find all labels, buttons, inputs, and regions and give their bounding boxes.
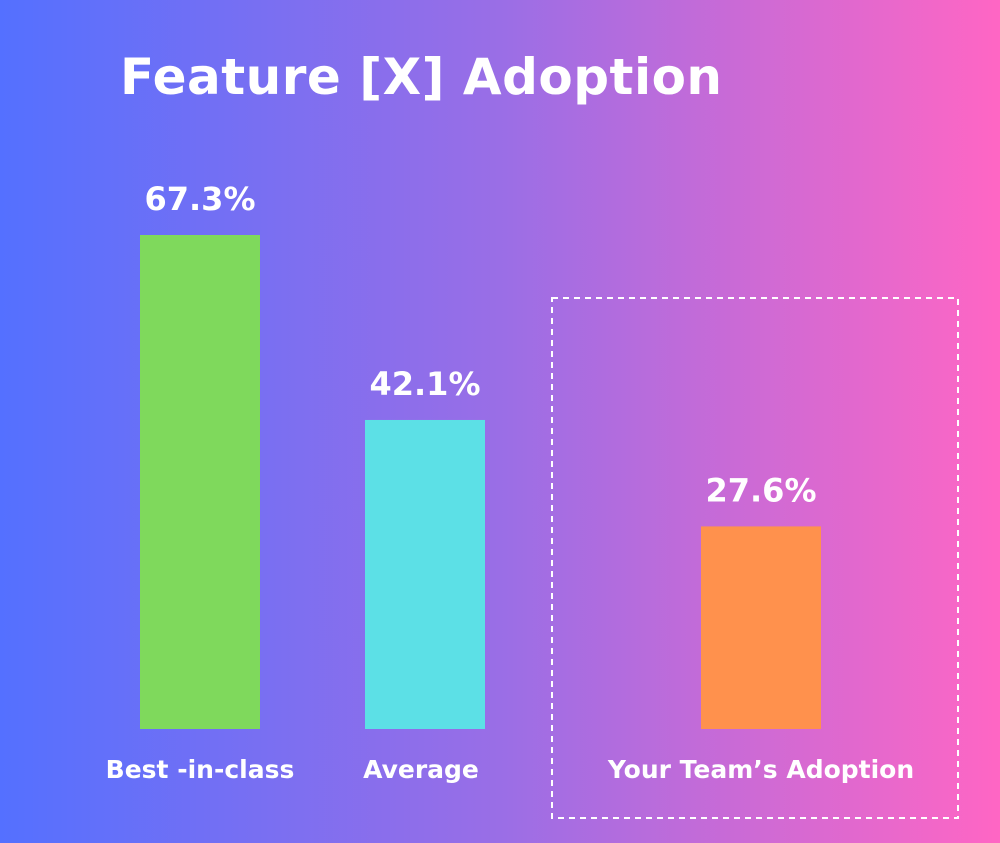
category-label: Your Team’s Adoption [607, 755, 914, 784]
chart-title: Feature [X] Adoption [120, 48, 723, 106]
bar [365, 419, 485, 729]
highlight-box [551, 297, 959, 819]
category-label: Best -in-class [106, 755, 295, 784]
data-label: 42.1% [369, 365, 480, 403]
data-label: 27.6% [705, 471, 816, 509]
data-label: 67.3% [144, 180, 255, 218]
bar [701, 526, 821, 729]
category-label: Average [363, 755, 479, 784]
bar [140, 235, 260, 729]
